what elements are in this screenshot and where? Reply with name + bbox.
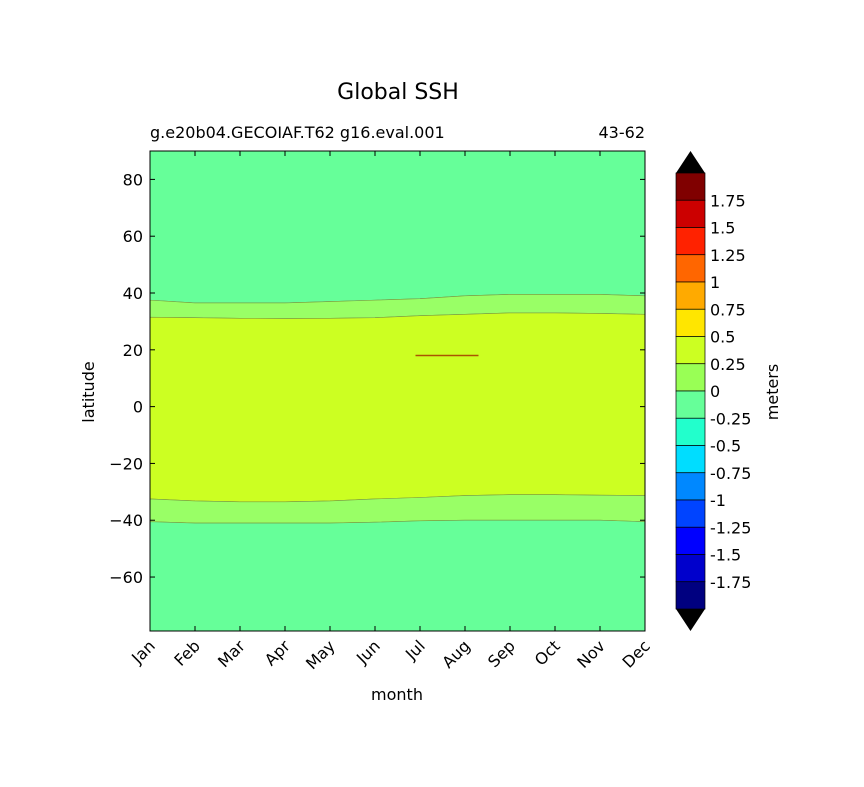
colorbar-tick-label: 1.25 <box>710 246 746 265</box>
colorbar-segment <box>675 308 706 337</box>
x-tick-label: Jul <box>401 636 429 664</box>
colorbar-segment <box>675 390 706 419</box>
colorbar-segment <box>675 336 706 365</box>
x-tick-label: Jan <box>127 636 159 668</box>
y-tick-label: −40 <box>109 511 143 530</box>
colorbar-segment <box>675 172 706 201</box>
y-tick-label: 80 <box>123 170 143 189</box>
x-tick-label: Feb <box>170 636 203 669</box>
colorbar-tick-label: 0.75 <box>710 300 746 319</box>
colorbar-tick-label: -1 <box>710 491 726 510</box>
y-tick-label: 40 <box>123 284 143 303</box>
colorbar-segment <box>675 363 706 392</box>
contour-band-2 <box>149 312 646 503</box>
y-tick-label: 0 <box>133 398 143 417</box>
x-axis-label: month <box>371 685 423 704</box>
colorbar-segment <box>675 526 706 555</box>
plot-frame <box>149 150 646 632</box>
contour-band-0 <box>149 150 646 304</box>
x-tick-label: Aug <box>438 636 474 672</box>
y-tick-label: −60 <box>109 568 143 587</box>
colorbar-label: meters <box>763 364 782 420</box>
colorbar-segment <box>675 581 706 610</box>
colorbar-tick-label: 1.5 <box>710 219 735 238</box>
y-tick-label: −20 <box>109 454 143 473</box>
chart-title: Global SSH <box>337 80 459 105</box>
colorbar-tick-label: 1 <box>710 273 720 292</box>
colorbar-tick-label: -0.75 <box>710 464 751 483</box>
colorbar-segment <box>675 445 706 474</box>
x-tick-label: Apr <box>261 636 294 669</box>
colorbar-tick-label: -1.25 <box>710 518 751 537</box>
colorbar-tick-label: 1.75 <box>710 191 746 210</box>
colorbar-segment <box>675 199 706 228</box>
colorbar-tick-label: 0 <box>710 382 720 401</box>
colorbar-segment <box>675 281 706 310</box>
y-tick-label: 20 <box>123 341 143 360</box>
colorbar-segment <box>675 417 706 446</box>
x-tick-label: Sep <box>484 636 519 671</box>
colorbar-segment <box>675 227 706 256</box>
chart-subtitle-left: g.e20b04.GECOIAF.T62 g16.eval.001 <box>150 123 445 142</box>
colorbar-tick-label: -0.5 <box>710 437 741 456</box>
colorbar-tick-label: -0.25 <box>710 409 751 428</box>
x-tick-label: Dec <box>618 636 653 671</box>
x-tick-label: May <box>302 636 339 673</box>
y-tick-label: 60 <box>123 227 143 246</box>
x-tick-label: Nov <box>573 636 609 672</box>
colorbar-segment <box>675 254 706 283</box>
colorbar-extend-top <box>676 151 705 173</box>
colorbar-segment <box>675 472 706 501</box>
chart-subtitle-right: 43-62 <box>599 123 646 142</box>
x-tick-label: Oct <box>531 636 564 669</box>
colorbar-extend-bottom <box>676 609 705 631</box>
colorbar-tick-label: -1.75 <box>710 573 751 592</box>
y-axis-label: latitude <box>79 361 98 422</box>
colorbar-tick-label: 0.25 <box>710 355 746 374</box>
x-tick-label: Mar <box>214 636 249 671</box>
x-tick-label: Jun <box>352 636 384 668</box>
contour-band-4 <box>149 519 646 632</box>
colorbar-segment <box>675 554 706 583</box>
colorbar-tick-label: -1.5 <box>710 546 741 565</box>
colorbar-tick-label: 0.5 <box>710 328 735 347</box>
colorbar-segment <box>675 499 706 528</box>
